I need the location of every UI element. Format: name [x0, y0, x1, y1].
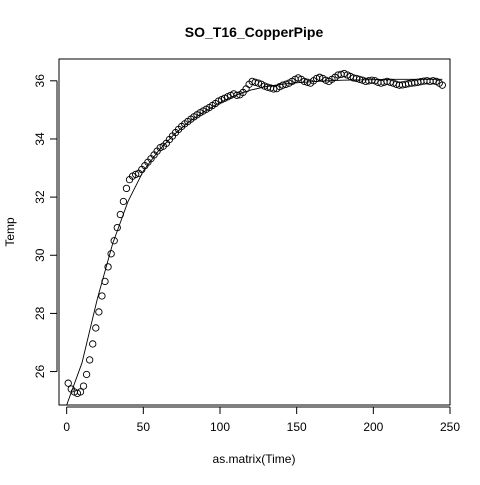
x-tick-label: 150	[287, 420, 307, 434]
chart-title: SO_T16_CopperPipe	[185, 24, 324, 40]
data-point	[270, 85, 278, 93]
observed-points-layer	[64, 69, 446, 398]
data-point	[254, 79, 262, 87]
y-tick-label: 32	[33, 190, 47, 204]
x-tick-label: 200	[363, 420, 383, 434]
data-point	[89, 340, 97, 348]
y-tick-label: 34	[33, 132, 47, 146]
data-point	[110, 237, 118, 245]
data-point	[101, 277, 109, 286]
x-tick-label: 50	[137, 420, 151, 434]
data-point	[104, 263, 112, 271]
data-point	[119, 197, 128, 206]
data-point	[122, 184, 131, 193]
y-tick-label: 28	[33, 306, 47, 320]
data-point	[76, 388, 85, 396]
data-point	[438, 81, 446, 89]
data-point	[116, 210, 124, 219]
y-tick-label: 26	[33, 365, 47, 379]
data-point	[233, 91, 241, 99]
data-point	[92, 324, 100, 332]
data-point	[95, 308, 103, 316]
x-axis-title: as.matrix(Time)	[213, 452, 296, 466]
data-point	[86, 356, 94, 364]
data-point	[98, 292, 106, 300]
x-tick-label: 100	[210, 420, 230, 434]
data-point	[107, 250, 115, 258]
data-point	[282, 80, 290, 88]
plot-frame	[58, 58, 451, 406]
data-point	[429, 77, 437, 85]
y-axis: 26 28 30 32 34 36	[33, 74, 58, 379]
data-point	[79, 382, 88, 390]
y-tick-label: 36	[33, 74, 47, 88]
x-tick-label: 250	[440, 420, 460, 434]
data-point	[82, 370, 91, 379]
data-point	[113, 223, 121, 232]
y-tick-label: 30	[33, 248, 47, 262]
x-axis: 0 50 100 150 200 250	[63, 406, 460, 434]
data-point	[64, 379, 72, 387]
data-point	[316, 73, 324, 81]
data-point	[132, 170, 140, 179]
y-axis-title: Temp	[3, 217, 17, 247]
x-tick-label: 0	[63, 420, 70, 434]
